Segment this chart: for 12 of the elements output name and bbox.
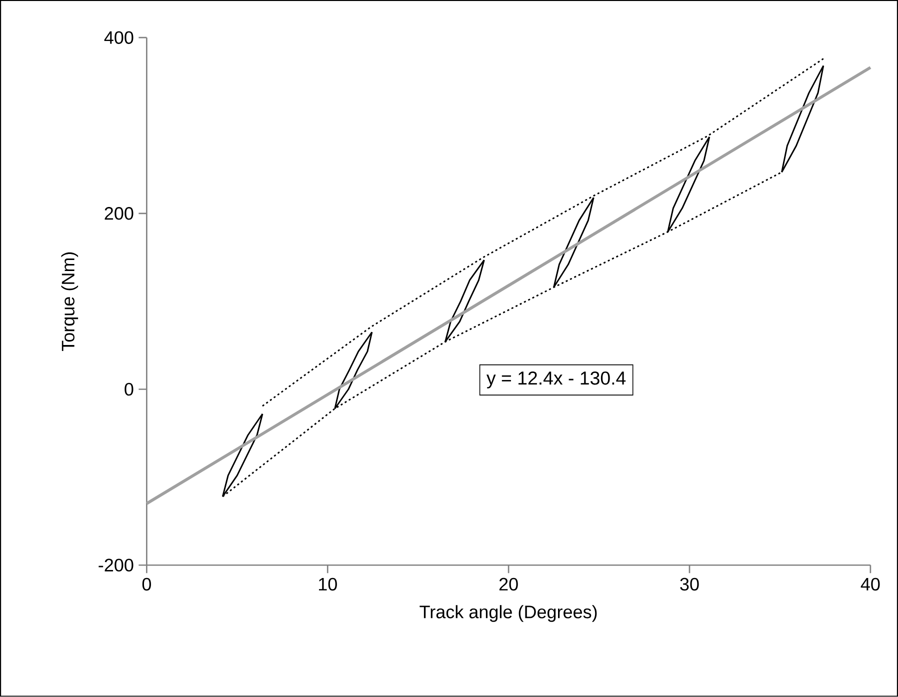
annotation: y = 12.4x - 130.4 [486,372,626,389]
x-tick-label: 0 [142,578,151,591]
y-tick-label: 0 [124,382,134,396]
y-tick-label: 200 [104,207,134,220]
x-tick-label: 40 [860,578,880,591]
x-tick-label: 20 [499,578,518,591]
y-tick-label: -200 [98,558,134,572]
x-tick-label: 30 [680,578,699,591]
x-tick-label: 10 [318,578,337,591]
y-axis-title: Torque (Nm) [61,252,78,352]
y-tick-label: 400 [104,31,134,44]
x-axis-title: Track angle (Degrees) [420,605,597,622]
